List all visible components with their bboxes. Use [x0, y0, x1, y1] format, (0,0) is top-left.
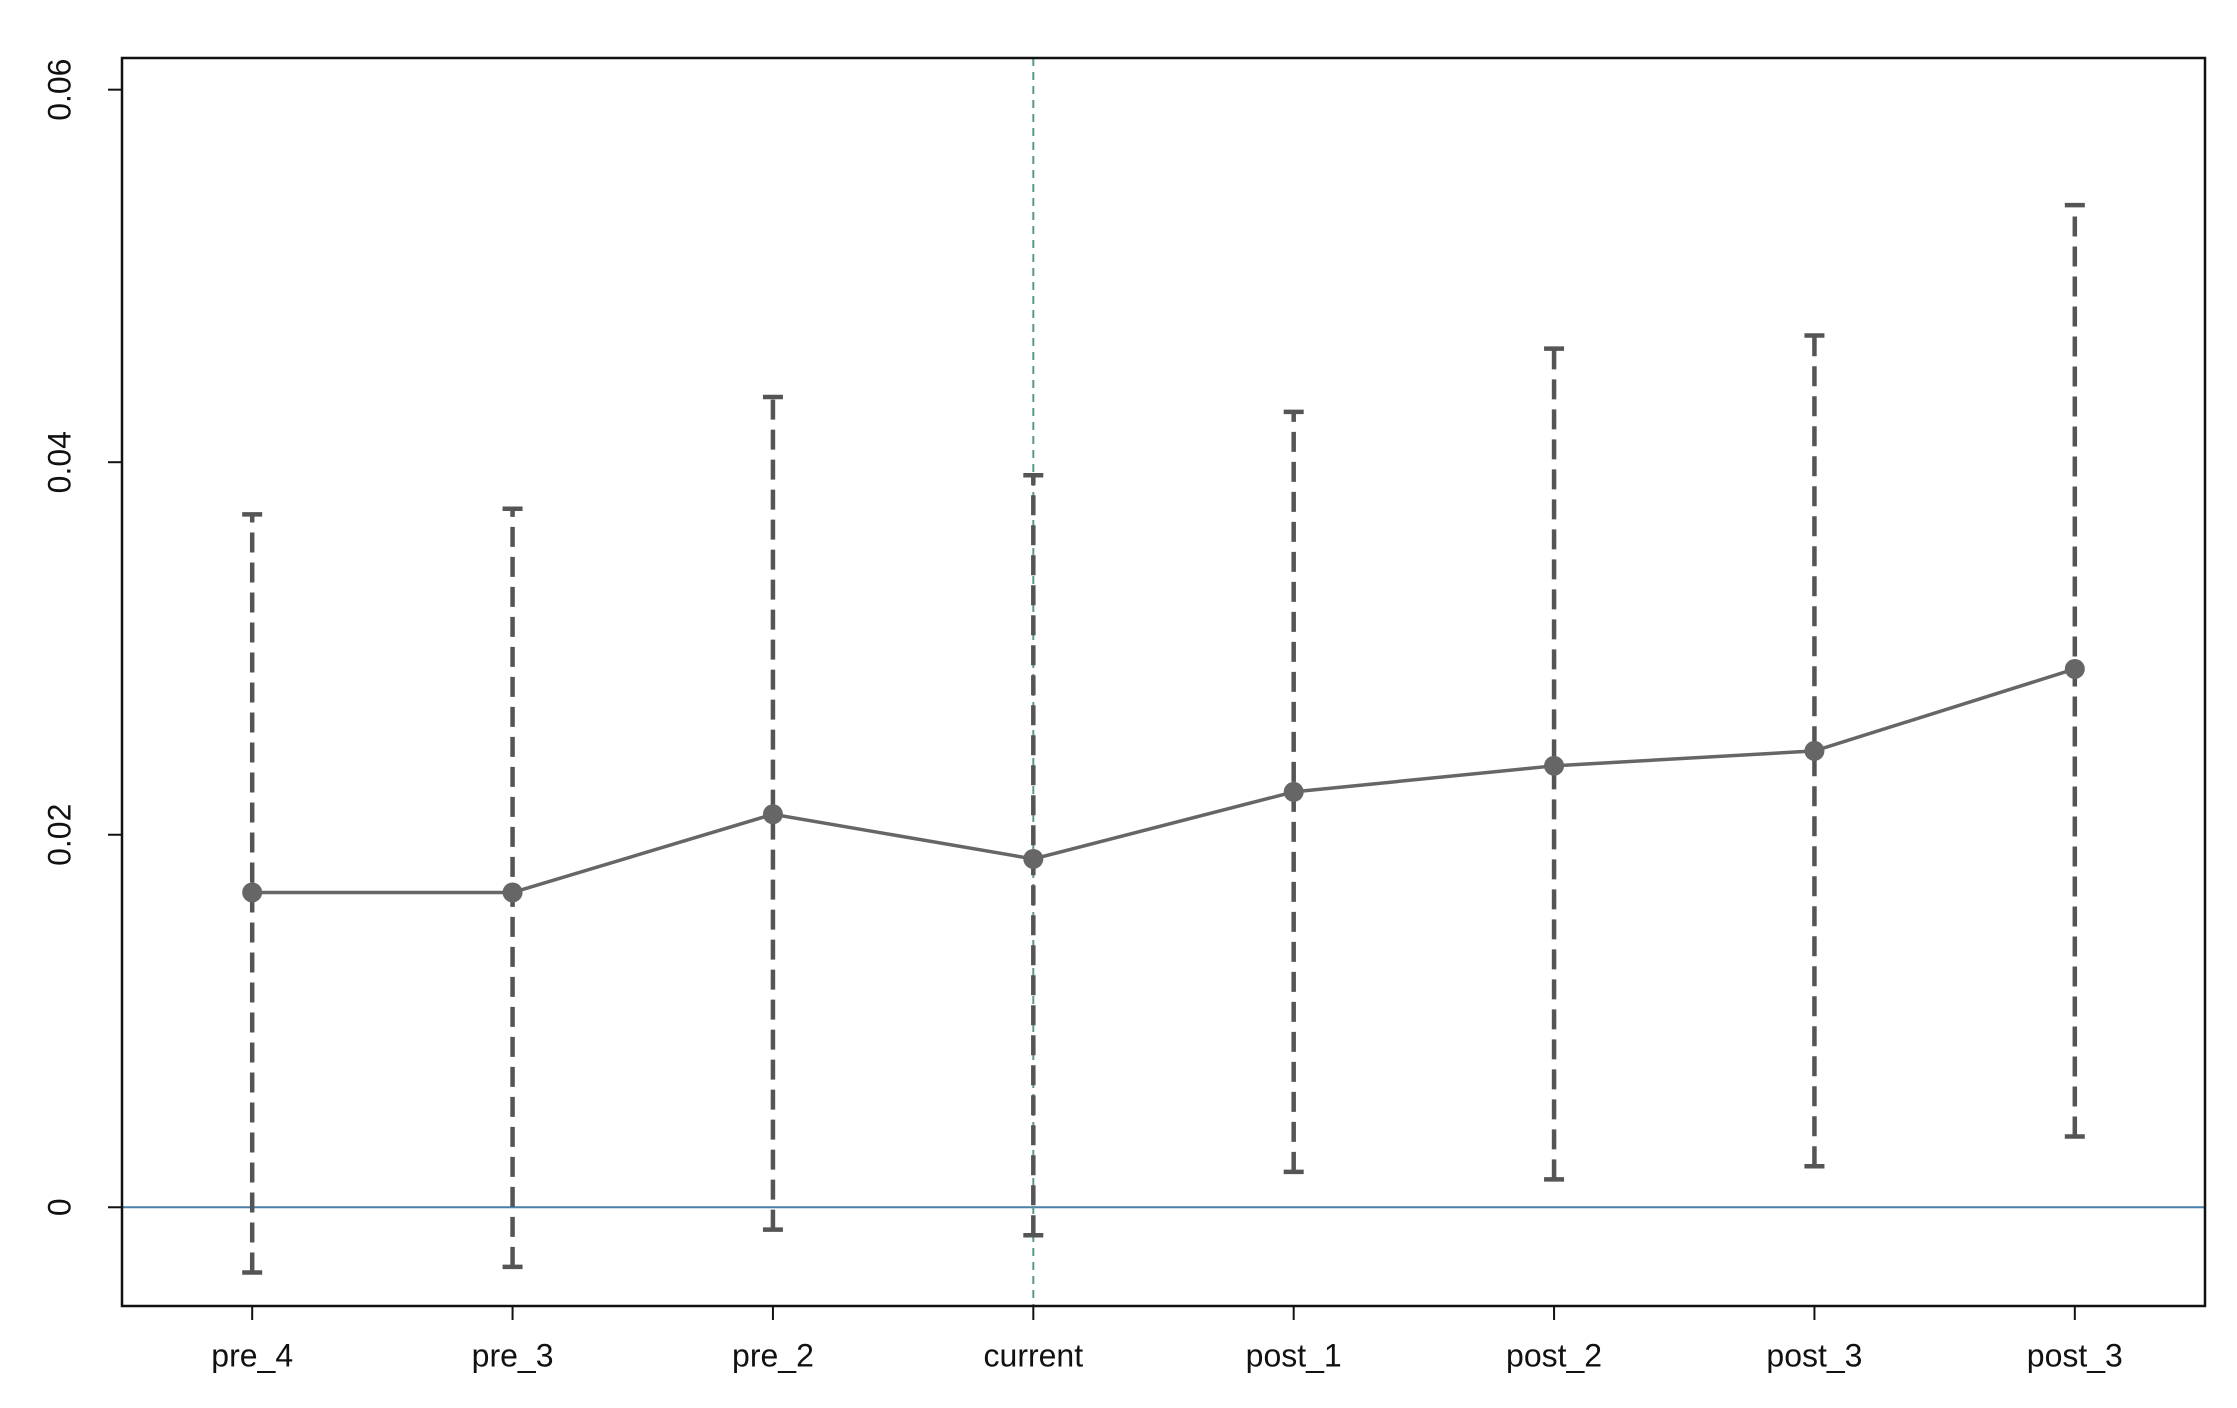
x-tick-label: post_3 [2027, 1337, 2123, 1373]
point [1023, 848, 1044, 869]
x-tick-label: post_2 [1506, 1337, 1602, 1373]
x-tick-label: post_1 [1246, 1337, 1342, 1373]
series-line [252, 667, 2076, 895]
point [1283, 781, 1304, 802]
y-tick-label: 0 [41, 1198, 77, 1216]
y-tick-label: 0.04 [41, 431, 77, 493]
x-tick-label: current [984, 1337, 1084, 1373]
point [1544, 755, 1565, 776]
point [1804, 740, 1825, 761]
point [242, 882, 263, 903]
x-tick-label: pre_4 [211, 1337, 293, 1373]
x-tick-label: post_3 [1766, 1337, 1862, 1373]
x-tick-label: pre_2 [732, 1337, 814, 1373]
y-tick-label: 0.06 [41, 59, 77, 121]
point [502, 882, 523, 903]
point [2064, 658, 2085, 679]
y-tick-label: 0.02 [41, 804, 77, 866]
x-tick-label: pre_3 [472, 1337, 554, 1373]
plot-frame [120, 56, 2207, 1308]
point [762, 804, 783, 825]
